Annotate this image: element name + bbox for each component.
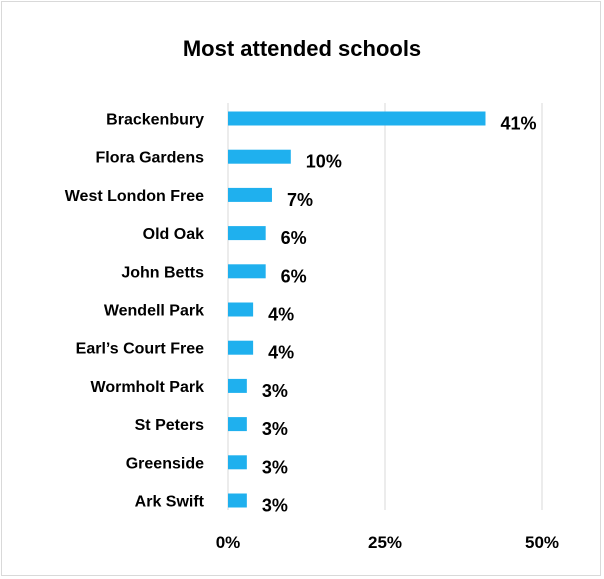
category-label: St Peters bbox=[135, 417, 204, 434]
data-label: 4% bbox=[268, 343, 294, 363]
bar bbox=[228, 187, 272, 202]
category-label: Old Oak bbox=[143, 226, 204, 243]
chart-title: Most attended schools bbox=[183, 36, 421, 61]
bar bbox=[228, 455, 247, 470]
data-label: 41% bbox=[500, 114, 536, 134]
category-label: Brackenbury bbox=[106, 112, 204, 129]
data-label: 3% bbox=[262, 381, 288, 401]
category-label: Wendell Park bbox=[104, 303, 204, 320]
category-label: Flora Gardens bbox=[96, 150, 205, 167]
bar bbox=[228, 149, 291, 164]
bar bbox=[228, 340, 254, 355]
category-label: Ark Swift bbox=[135, 494, 205, 511]
data-label: 10% bbox=[306, 152, 342, 172]
data-label: 7% bbox=[287, 190, 313, 210]
data-label: 6% bbox=[281, 228, 307, 248]
x-tick-label: 0% bbox=[216, 533, 241, 552]
data-label: 6% bbox=[281, 266, 307, 286]
bar bbox=[228, 378, 247, 393]
bar bbox=[228, 302, 254, 317]
category-label: West London Free bbox=[65, 188, 204, 205]
category-label: Earl’s Court Free bbox=[76, 341, 204, 358]
bar bbox=[228, 493, 247, 508]
bar bbox=[228, 417, 247, 432]
category-label: Wormholt Park bbox=[91, 379, 205, 396]
x-tick-label: 25% bbox=[368, 533, 402, 552]
data-label: 3% bbox=[262, 419, 288, 439]
category-label: John Betts bbox=[121, 264, 204, 281]
bar bbox=[228, 264, 266, 279]
category-label: Greenside bbox=[126, 455, 204, 472]
data-label: 4% bbox=[268, 305, 294, 325]
data-label: 3% bbox=[262, 496, 288, 516]
bar bbox=[228, 226, 266, 241]
data-label: 3% bbox=[262, 457, 288, 477]
bar bbox=[228, 111, 486, 126]
x-tick-label: 50% bbox=[525, 533, 559, 552]
